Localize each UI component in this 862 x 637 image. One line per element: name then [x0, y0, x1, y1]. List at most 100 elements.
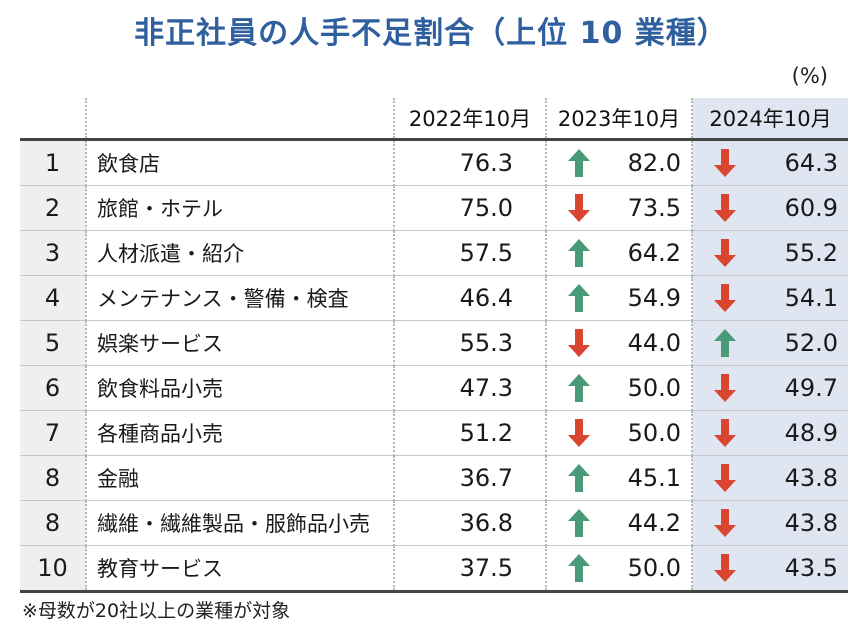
value-2023-cell: 73.5	[546, 185, 693, 231]
value-2024: 43.8	[784, 509, 838, 537]
rank-cell: 10	[20, 545, 87, 593]
value-2023: 64.2	[627, 239, 681, 267]
header-2022: 2022年10月	[394, 98, 547, 141]
arrow-down-icon	[568, 194, 590, 222]
arrow-down-icon	[714, 509, 736, 537]
value-2023-cell: 54.9	[546, 275, 693, 321]
rank-cell: 3	[20, 230, 87, 276]
table-row: 3 人材派遣・紹介 57.5 64.2 55.2	[20, 230, 848, 276]
footnote: ※母数が20社以上の業種が対象	[22, 600, 291, 622]
value-2023: 50.0	[627, 419, 681, 447]
value-2022-cell: 47.3	[394, 365, 547, 411]
arrow-up-icon	[568, 554, 590, 582]
value-2023: 54.9	[627, 284, 681, 312]
arrow-down-icon	[714, 419, 736, 447]
table-row: 2 旅館・ホテル 75.0 73.5 60.9	[20, 185, 848, 231]
arrow-down-icon	[714, 374, 736, 402]
arrow-up-icon	[568, 464, 590, 492]
industry-cell: 教育サービス	[86, 545, 395, 593]
value-2022-cell: 36.8	[394, 500, 547, 546]
arrow-down-icon	[714, 284, 736, 312]
value-2022-cell: 75.0	[394, 185, 547, 231]
value-2023: 73.5	[627, 194, 681, 222]
arrow-up-icon	[568, 509, 590, 537]
rank-cell: 4	[20, 275, 87, 321]
arrow-down-icon	[714, 464, 736, 492]
value-2023: 44.0	[627, 329, 681, 357]
arrow-down-icon	[714, 239, 736, 267]
rank-cell: 6	[20, 365, 87, 411]
value-2024-cell: 49.7	[692, 365, 848, 411]
arrow-up-icon	[568, 239, 590, 267]
table-row: 10 教育サービス 37.5 50.0 43.5	[20, 545, 848, 593]
value-2024: 48.9	[784, 419, 838, 447]
arrow-down-icon	[568, 419, 590, 447]
arrow-up-icon	[568, 374, 590, 402]
industry-cell: 飲食料品小売	[86, 365, 395, 411]
header-row: 2022年10月 2023年10月 2024年10月	[20, 98, 848, 141]
value-2023-cell: 50.0	[546, 545, 693, 593]
value-2023: 45.1	[627, 464, 681, 492]
rank-cell: 2	[20, 185, 87, 231]
rank-cell: 7	[20, 410, 87, 456]
rank-cell: 8	[20, 500, 87, 546]
value-2024: 43.5	[784, 554, 838, 582]
shortage-table: 2022年10月 2023年10月 2024年10月 1 飲食店 76.3 82.0 6…	[20, 98, 848, 593]
table-row: 1 飲食店 76.3 82.0 64.3	[20, 139, 848, 186]
value-2023: 82.0	[627, 149, 681, 177]
value-2023: 50.0	[627, 554, 681, 582]
industry-cell: 金融	[86, 455, 395, 501]
industry-cell: 人材派遣・紹介	[86, 230, 395, 276]
value-2024: 49.7	[784, 374, 838, 402]
value-2024-cell: 48.9	[692, 410, 848, 456]
table-row: 4 メンテナンス・警備・検査 46.4 54.9 54.1	[20, 275, 848, 321]
value-2024-cell: 60.9	[692, 185, 848, 231]
table-row: 5 娯楽サービス 55.3 44.0 52.0	[20, 320, 848, 366]
rank-cell: 5	[20, 320, 87, 366]
arrow-up-icon	[568, 149, 590, 177]
table-row: 8 繊維・繊維製品・服飾品小売 36.8 44.2 43.8	[20, 500, 848, 546]
industry-cell: 繊維・繊維製品・服飾品小売	[86, 500, 395, 546]
header-industry	[86, 98, 395, 141]
value-2022-cell: 55.3	[394, 320, 547, 366]
value-2024: 52.0	[784, 329, 838, 357]
header-rank	[20, 98, 87, 141]
value-2024-cell: 52.0	[692, 320, 848, 366]
value-2024: 64.3	[784, 149, 838, 177]
rank-cell: 8	[20, 455, 87, 501]
value-2024-cell: 55.2	[692, 230, 848, 276]
industry-cell: 旅館・ホテル	[86, 185, 395, 231]
header-2023: 2023年10月	[546, 98, 693, 141]
value-2022-cell: 51.2	[394, 410, 547, 456]
table-row: 8 金融 36.7 45.1 43.8	[20, 455, 848, 501]
value-2023-cell: 44.0	[546, 320, 693, 366]
arrow-up-icon	[714, 329, 736, 357]
table-row: 6 飲食料品小売 47.3 50.0 49.7	[20, 365, 848, 411]
value-2022-cell: 57.5	[394, 230, 547, 276]
value-2023-cell: 44.2	[546, 500, 693, 546]
value-2022-cell: 76.3	[394, 139, 547, 186]
arrow-down-icon	[714, 149, 736, 177]
rank-cell: 1	[20, 139, 87, 186]
value-2023: 44.2	[627, 509, 681, 537]
arrow-down-icon	[714, 194, 736, 222]
chart-title: 非正社員の人手不足割合（上位 10 業種）	[134, 16, 728, 51]
value-2022-cell: 37.5	[394, 545, 547, 593]
value-2023-cell: 45.1	[546, 455, 693, 501]
value-2024: 54.1	[784, 284, 838, 312]
arrow-down-icon	[568, 329, 590, 357]
industry-cell: メンテナンス・警備・検査	[86, 275, 395, 321]
header-2024: 2024年10月	[692, 98, 848, 141]
industry-cell: 各種商品小売	[86, 410, 395, 456]
arrow-up-icon	[568, 284, 590, 312]
value-2024-cell: 43.8	[692, 500, 848, 546]
industry-cell: 娯楽サービス	[86, 320, 395, 366]
value-2024: 43.8	[784, 464, 838, 492]
value-2023: 50.0	[627, 374, 681, 402]
table-row: 7 各種商品小売 51.2 50.0 48.9	[20, 410, 848, 456]
value-2022-cell: 36.7	[394, 455, 547, 501]
industry-cell: 飲食店	[86, 139, 395, 186]
value-2023-cell: 50.0	[546, 365, 693, 411]
value-2024-cell: 64.3	[692, 139, 848, 186]
value-2023-cell: 50.0	[546, 410, 693, 456]
